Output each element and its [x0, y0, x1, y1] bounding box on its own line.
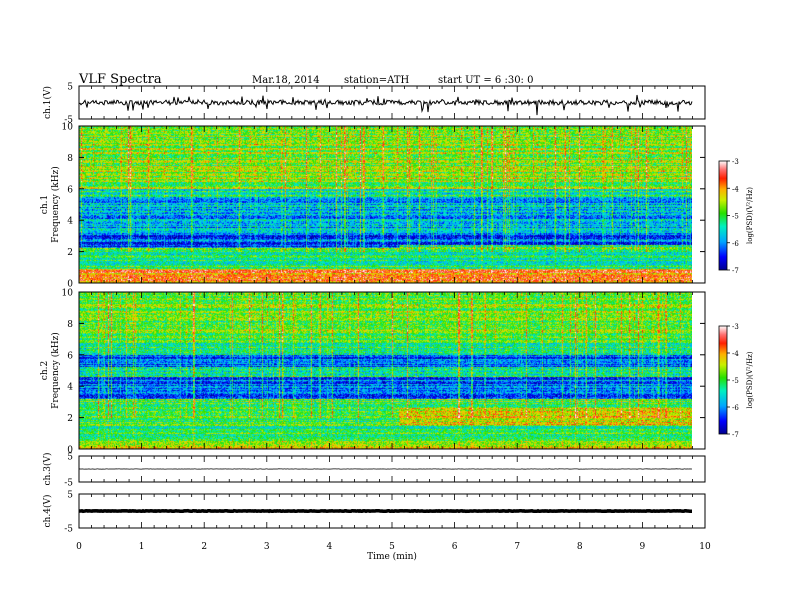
x-tick-label: 3: [264, 542, 270, 552]
y-axis-label: Frequency (kHz): [50, 166, 61, 243]
x-tick-label: 5: [389, 542, 395, 552]
y-tick-label: 4: [67, 217, 73, 227]
waveform-trace: [78, 94, 693, 116]
y-tick-label: 2: [67, 414, 73, 424]
y-tick-label: 6: [67, 351, 73, 361]
header-date: Mar.18, 2014: [252, 75, 320, 86]
y-tick-label: 10: [62, 123, 74, 133]
y-tick-label: -5: [64, 525, 73, 535]
x-tick-label: 1: [139, 542, 145, 552]
colorbar-tick-label: -7: [732, 267, 739, 275]
x-tick-label: 6: [452, 542, 458, 552]
figure-title: VLF Spectra: [79, 72, 162, 87]
y-axis-label: ch.1(V): [42, 86, 53, 119]
colorbar-tick-label: -5: [732, 213, 739, 221]
ch4-waveform: 5 -5 ch.4(V): [42, 491, 706, 535]
ch3-waveform: 5 -5 ch.3(V): [42, 453, 706, 489]
colorbar-tick-label: -4: [732, 350, 739, 358]
colorbar-tick-label: -7: [732, 431, 739, 439]
x-tick-label: 2: [201, 542, 207, 552]
y-tick-label: 5: [67, 83, 73, 93]
ch1-spectrogram: 0 2 4 6 8 10 ch.1 Frequency (kHz): [40, 123, 706, 290]
x-tick-label: 10: [699, 542, 711, 552]
y-tick-label: 8: [67, 320, 73, 330]
y-axis-label: Frequency (kHz): [50, 332, 61, 409]
colorbar-tick-label: -6: [732, 240, 739, 248]
y-axis-label: ch.1: [40, 195, 50, 214]
x-tick-label: 7: [514, 542, 520, 552]
spectrogram-image: [79, 126, 692, 283]
colorbar: -3 -4 -5 -6 -7 log(PSD)(V²/Hz): [718, 158, 754, 275]
waveform-trace: [78, 508, 692, 514]
y-tick-label: -5: [64, 479, 73, 489]
colorbar-tick-label: -3: [732, 323, 739, 331]
colorbar-tick-label: -4: [732, 185, 739, 193]
y-tick-label: 0: [67, 280, 73, 290]
x-axis-label: Time (min): [367, 551, 417, 562]
x-tick-label: 0: [76, 542, 82, 552]
colorbar-tick-label: -5: [732, 377, 739, 385]
colorbar-label: log(PSD)(V²/Hz): [746, 187, 754, 244]
ch1-waveform: 5 -5 ch.1(V): [42, 83, 706, 126]
y-tick-label: 2: [67, 248, 73, 258]
x-tick-label: 8: [577, 542, 583, 552]
spectrogram-image: [79, 292, 692, 449]
y-axis-label: ch.4(V): [42, 495, 53, 528]
y-tick-label: 6: [67, 185, 73, 195]
colorbar-scale: [718, 325, 728, 435]
colorbar: -3 -4 -5 -6 -7 log(PSD)(V²/Hz): [718, 323, 754, 439]
y-tick-label: 8: [67, 154, 73, 164]
y-axis-label: ch.2: [40, 361, 50, 380]
x-tick-label: 4: [327, 542, 333, 552]
colorbar-scale: [718, 160, 728, 271]
y-tick-label: 0: [67, 446, 73, 456]
colorbar-tick-label: -6: [732, 404, 739, 412]
header-station: station=ATH: [344, 75, 410, 86]
y-tick-label: 5: [67, 491, 73, 501]
y-axis-label: ch.3(V): [42, 453, 53, 486]
x-tick-label: 9: [640, 542, 646, 552]
y-tick-label: -5: [64, 116, 73, 126]
colorbar-label: log(PSD)(V²/Hz): [746, 351, 754, 408]
y-tick-label: 5: [67, 453, 73, 463]
y-tick-label: 4: [67, 383, 73, 393]
y-tick-label: 10: [62, 289, 74, 299]
colorbar-tick-label: -3: [732, 158, 739, 166]
header-start-time: start UT = 6 :30: 0: [438, 75, 534, 86]
ch2-spectrogram: 0 2 4 6 8 10 ch.2 Frequency (kHz): [40, 289, 706, 456]
